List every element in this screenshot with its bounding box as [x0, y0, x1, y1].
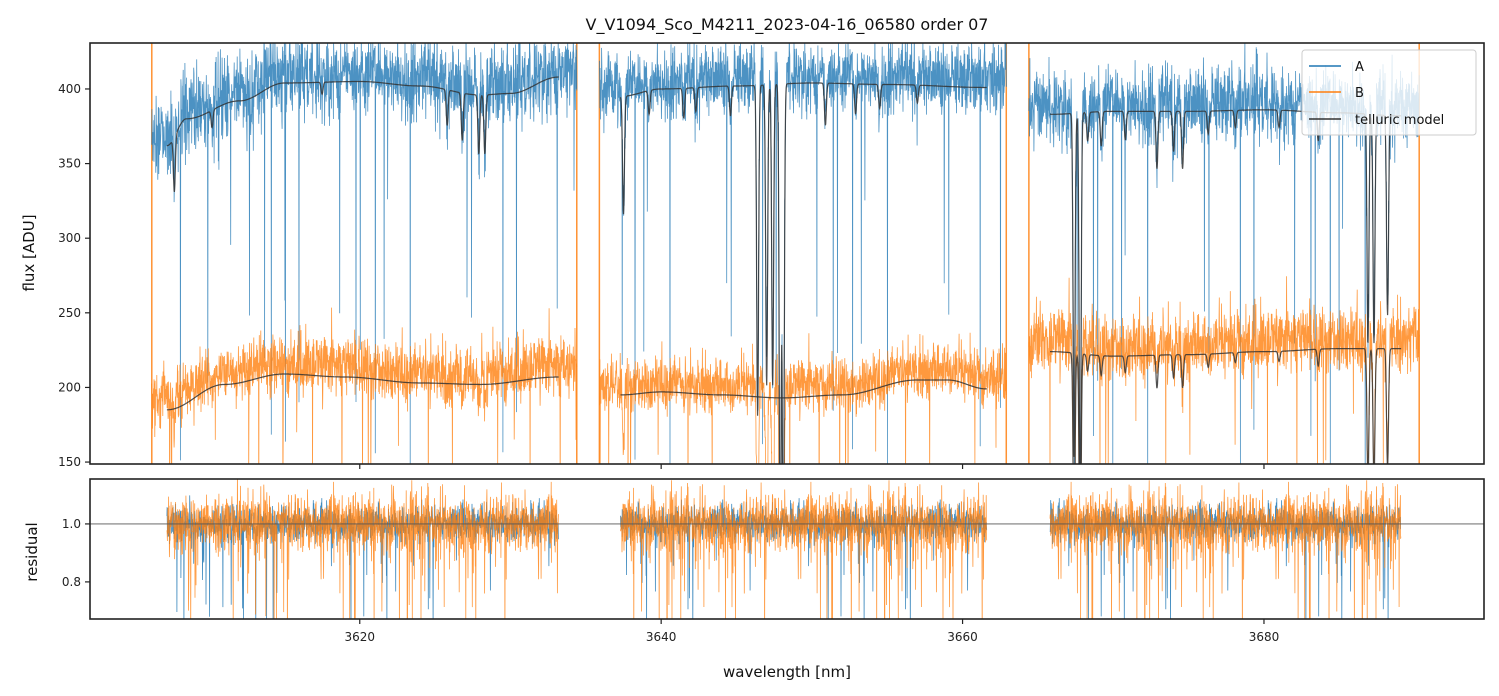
residual-b-segment-1 [620, 480, 988, 619]
telluric-model-a-segment-1 [619, 82, 987, 464]
series-a-segment-1 [599, 43, 1007, 464]
y-tick-label: 350 [58, 157, 81, 171]
x-tick-label: 3620 [344, 630, 375, 644]
y-tick-label: 400 [58, 82, 81, 96]
telluric-model-b-segment-0 [166, 373, 559, 411]
telluric-model-b-segment-2 [1050, 348, 1402, 464]
telluric-model-a-segment-2 [1050, 109, 1402, 464]
legend-box [1301, 49, 1477, 136]
telluric-model-a-segment-0 [166, 76, 559, 193]
y-tick-label: 300 [58, 231, 81, 245]
residual-b-segment-0 [166, 479, 559, 619]
x-tick-label: 3680 [1249, 630, 1280, 644]
legend: A B telluric model [1301, 49, 1477, 136]
x-tick-label: 3660 [947, 630, 978, 644]
series-b-segment-0 [151, 307, 578, 464]
series-b-segment-1 [599, 332, 1007, 464]
flux-axes-frame [89, 42, 1485, 465]
y-tick-label: 0.8 [62, 575, 81, 589]
y-tick-label: 1.0 [62, 517, 81, 531]
y-tick-label: 150 [58, 455, 81, 469]
y-tick-label: 250 [58, 306, 81, 320]
chart-title: V_V1094_Sco_M4211_2023-04-16_06580 order… [586, 15, 989, 35]
x-tick-label: 3640 [646, 630, 677, 644]
series-b-segment-2 [1028, 276, 1420, 464]
x-axis-label: wavelength [nm] [723, 663, 851, 681]
flux-panel: 150 200 250 300 350 400 flux [ADU] [20, 42, 1485, 469]
legend-label-a: A [1355, 60, 1364, 75]
residual-b-segment-2 [1049, 480, 1402, 619]
residual-y-axis-label: residual [23, 522, 41, 581]
series-a-segment-0 [151, 43, 578, 464]
legend-label-b: B [1355, 86, 1364, 101]
telluric-model-b-segment-1 [620, 379, 987, 399]
residual-axes-frame [89, 478, 1485, 620]
flux-y-axis-label: flux [ADU] [20, 214, 38, 291]
legend-label-telluric: telluric model [1355, 113, 1444, 128]
y-tick-label: 200 [58, 380, 81, 394]
residual-panel: 0.8 1.0 3620 3640 3660 3680 residual wavelen… [23, 478, 1485, 681]
